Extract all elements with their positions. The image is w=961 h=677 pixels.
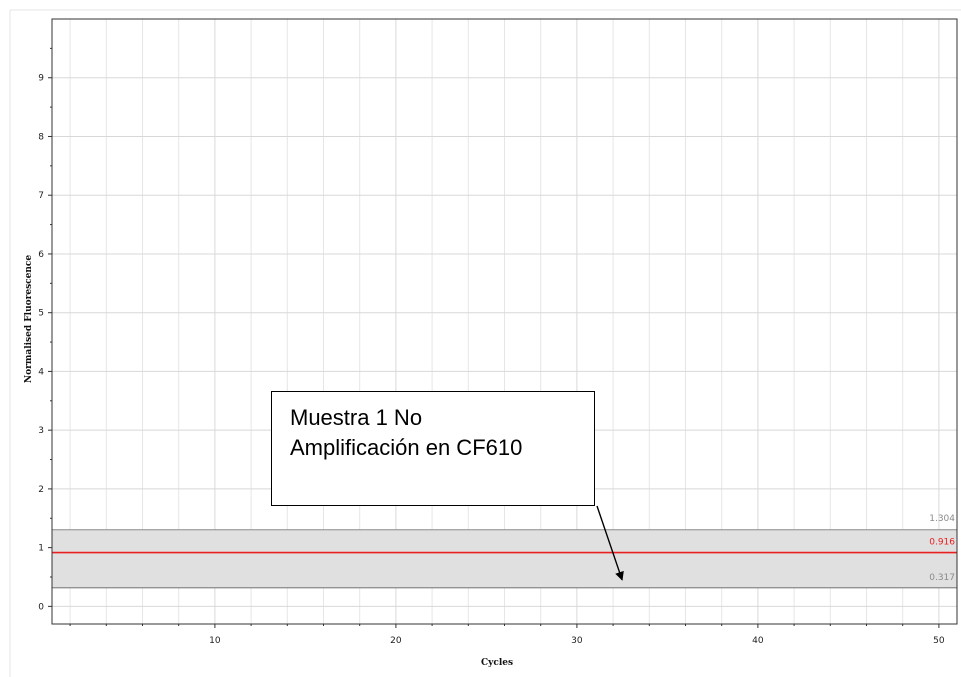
y-tick-label: 3 [38, 426, 44, 436]
y-tick-label: 0 [38, 602, 44, 612]
y-tick-label: 5 [38, 309, 44, 319]
y-axis-title: Normalised Fluorescence [24, 255, 34, 384]
x-tick-label: 20 [390, 636, 402, 646]
callout-arrow [596, 505, 624, 581]
x-axis: 10 20 30 40 50 [69, 624, 945, 646]
band-lower-label: 0.317 [929, 573, 955, 583]
y-tick-label: 9 [38, 74, 44, 84]
y-tick-label: 4 [38, 367, 44, 377]
y-tick-label: 2 [38, 485, 44, 495]
y-tick-label: 8 [38, 132, 44, 142]
x-tick-label: 40 [752, 636, 764, 646]
y-tick-label: 1 [38, 544, 44, 554]
x-tick-label: 30 [571, 636, 583, 646]
callout-line-1: Muestra 1 No [290, 405, 423, 430]
band-upper-label: 1.304 [929, 514, 955, 524]
x-tick-label: 50 [933, 636, 945, 646]
annotation-callout: Muestra 1 No Amplificación en CF610 [271, 391, 595, 506]
threshold-value-label: 0.916 [929, 538, 955, 548]
x-tick-label: 10 [209, 636, 221, 646]
y-tick-label: 7 [38, 191, 44, 201]
y-axis: 0 1 2 3 4 5 6 7 8 9 [38, 47, 52, 612]
x-axis-title: Cycles [481, 658, 513, 668]
callout-line-2: Amplificación en CF610 [290, 435, 523, 460]
grid-minor [69, 19, 904, 624]
y-tick-label: 6 [38, 250, 44, 260]
threshold-band [52, 529, 957, 588]
